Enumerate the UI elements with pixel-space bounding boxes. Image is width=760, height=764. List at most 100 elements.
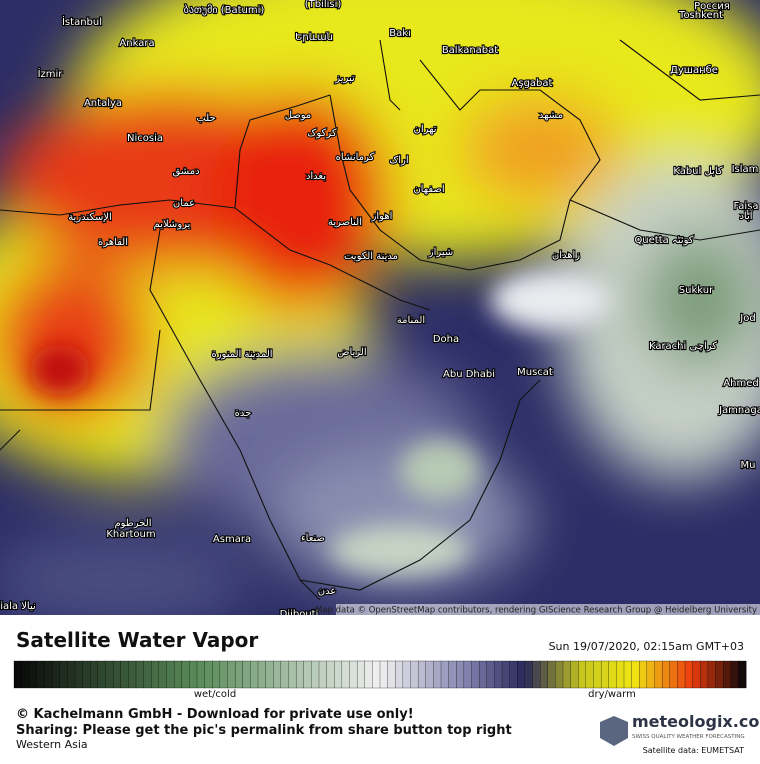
city-label: (Tbilisi) [305, 0, 342, 10]
city-label: جدة [235, 408, 252, 419]
low-label: wet/cold [194, 689, 236, 700]
city-label: الخرطوم [114, 518, 151, 529]
color-bar-cell [654, 660, 663, 689]
city-label: Jamnaga [718, 405, 760, 416]
data-source: Satellite data: EUMETSAT [643, 746, 744, 755]
color-bar-cell [715, 660, 724, 689]
sharing-note: Sharing: Please get the pic's permalink … [16, 723, 512, 738]
city-label: حلب [196, 113, 215, 124]
color-bar-cell [326, 660, 335, 689]
color-bar-cell [661, 660, 671, 689]
color-bar-cell [341, 660, 350, 689]
color-bar-cell [509, 660, 518, 689]
color-bar-cell [410, 660, 419, 689]
city-label: Djibouti [280, 609, 319, 620]
color-bar-cell [356, 660, 366, 689]
color-bar-cell [105, 660, 114, 689]
city-label: المدينة المنورة [211, 349, 272, 360]
color-bar-cell [379, 660, 389, 689]
color-bar-cell [440, 660, 450, 689]
city-label: القاهرة [98, 237, 128, 248]
color-bar-cell [417, 660, 427, 689]
color-bar-cell [273, 660, 282, 689]
color-bar-cell [135, 660, 145, 689]
color-bar-cell [143, 660, 152, 689]
city-label: الرياض [337, 347, 366, 358]
city-label: Abu Dhabi [443, 369, 495, 380]
high-label: dry/warm [588, 689, 636, 700]
city-label: بغداد [306, 171, 326, 182]
color-bar-cell [311, 660, 320, 689]
color-bar-cell [547, 660, 556, 689]
color-bar-cell [265, 660, 274, 689]
color-bar-cell [44, 660, 53, 689]
borders [0, 39, 760, 601]
color-bar-cell [250, 660, 259, 689]
color-bar-cell [196, 660, 206, 689]
color-bar-cell [13, 660, 23, 689]
color-bar-cell [303, 660, 312, 689]
color-bar-cell [448, 660, 457, 689]
city-label: مشهد [539, 110, 563, 121]
color-bar-cell [539, 660, 549, 689]
color-bar-cell [318, 660, 328, 689]
city-label: عمان [173, 198, 195, 209]
city-label: اهواز [371, 211, 393, 222]
color-bar-cell [166, 660, 175, 689]
city-label: اصفهان [413, 184, 444, 195]
city-label: اراک [389, 155, 408, 166]
color-bar-cell [478, 660, 488, 689]
color-bar-cell [29, 660, 38, 689]
color-bar-cell [242, 660, 251, 689]
color-bar-cell [234, 660, 244, 689]
color-bar-cell [59, 660, 68, 689]
color-bar-cell [97, 660, 106, 689]
color-bar-cell [173, 660, 183, 689]
color-bar-cell [608, 660, 617, 689]
brand: meteologix.com [632, 712, 760, 731]
city-label: شيراز [428, 247, 454, 258]
city-label: تهران [413, 124, 436, 135]
color-bar-cell [67, 660, 76, 689]
color-bar-cell [402, 660, 411, 689]
color-bar-cell [128, 660, 137, 689]
legend-title: Satellite Water Vapor [16, 628, 258, 652]
color-bar-cell [295, 660, 305, 689]
city-label: آباد [739, 209, 753, 222]
color-bar-cell [257, 660, 267, 689]
city-label: مدينة الكويت [344, 251, 398, 262]
color-bar-cell [349, 660, 358, 689]
color-bar-cell [707, 660, 716, 689]
color-bar-cell [486, 660, 495, 689]
city-label: Ankara [119, 38, 154, 49]
city-label: Asmara [213, 534, 251, 545]
tagline: SWISS QUALITY WEATHER FORECASTING [632, 734, 745, 740]
color-bar-cell [669, 660, 678, 689]
city-label: کرکوک [307, 128, 336, 139]
city-label: المنامة [397, 315, 425, 326]
color-bar-cell [82, 660, 91, 689]
color-bar-cell [646, 660, 655, 689]
city-label: İstanbul [62, 15, 102, 28]
color-bar-cell [74, 660, 84, 689]
city-label: دمشق [172, 166, 199, 177]
city-label: Toshkent [678, 10, 723, 21]
color-bar-cell [578, 660, 587, 689]
city-label: Jod [739, 313, 755, 324]
color-bar-cell [623, 660, 633, 689]
color-bar-cell [639, 660, 648, 689]
city-label: ბათუმი (Batumi) [184, 4, 265, 16]
color-bar-cell [21, 660, 30, 689]
region: Western Asia [16, 738, 88, 751]
city-label: Aşgabat [512, 78, 553, 89]
city-label: Душанбе [670, 65, 718, 76]
color-bar-cell [227, 660, 236, 689]
color-bar-cell [219, 660, 228, 689]
color-bar-cell [151, 660, 160, 689]
color-bar-cell [364, 660, 373, 689]
city-label: Islam [732, 164, 759, 175]
color-bar-cell [600, 660, 610, 689]
city-label: کرمانشاه [336, 152, 375, 163]
color-bar-cell [593, 660, 602, 689]
